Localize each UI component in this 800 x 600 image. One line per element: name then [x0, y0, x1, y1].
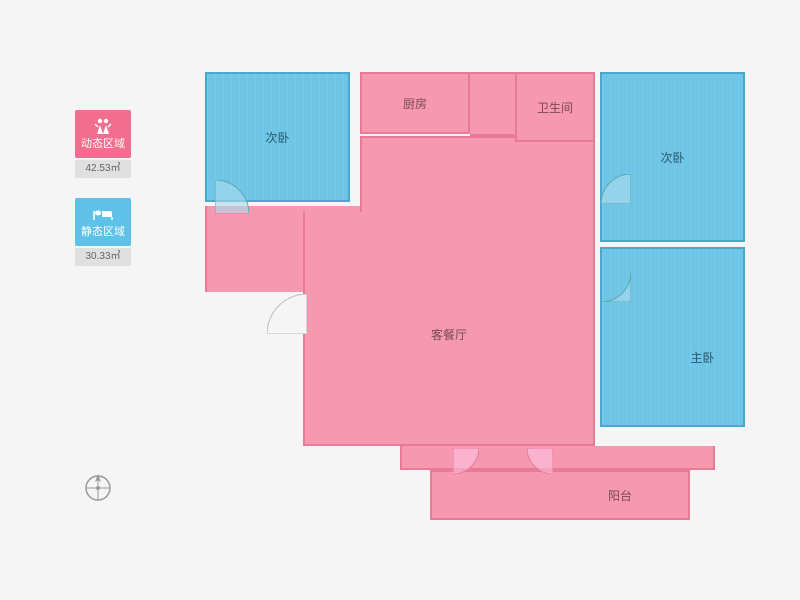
door-arc-master: [601, 272, 631, 302]
room-balcony: 阳台: [430, 470, 690, 520]
room-label-kitchen: 厨房: [403, 95, 427, 112]
floorplan: 客餐厅 厨房 卫生间 次卧 次卧 主卧 阳台: [205, 62, 745, 532]
door-arc-secbed1: [215, 180, 249, 214]
room-label-balcony: 阳台: [608, 487, 632, 504]
room-secondary-bed-2: 次卧: [600, 72, 745, 242]
people-icon: [93, 117, 113, 135]
legend-panel: 动态区域 42.53㎡ 静态区域 30.33㎡: [75, 110, 135, 286]
room-label-master: 主卧: [690, 349, 714, 366]
room-living-main: 客餐厅: [303, 212, 595, 446]
room-balcony-strip: [400, 446, 715, 470]
door-arc-entry: [267, 294, 307, 334]
door-arc-balcony1: [453, 448, 479, 474]
legend-static-box: 静态区域: [75, 198, 131, 246]
legend-dynamic-label: 动态区域: [81, 135, 125, 151]
room-label-secbed1: 次卧: [265, 129, 289, 146]
room-label-secbed2: 次卧: [660, 149, 684, 166]
room-kitchen: 厨房: [360, 72, 470, 134]
room-label-bathroom: 卫生间: [537, 99, 573, 116]
bed-icon: [92, 205, 114, 223]
legend-dynamic-box: 动态区域: [75, 110, 131, 158]
legend-dynamic: 动态区域 42.53㎡: [75, 110, 135, 178]
legend-static-label: 静态区域: [81, 223, 125, 239]
door-arc-balcony2: [527, 448, 553, 474]
door-arc-secbed2: [601, 174, 631, 204]
room-bathroom: 卫生间: [515, 72, 595, 142]
compass-icon: [80, 470, 116, 511]
legend-dynamic-value: 42.53㎡: [75, 160, 131, 178]
room-label-living: 客餐厅: [431, 326, 467, 343]
legend-static-value: 30.33㎡: [75, 248, 131, 266]
legend-static: 静态区域 30.33㎡: [75, 198, 135, 266]
room-hallway-seg: [470, 72, 515, 136]
room-living-top: [360, 136, 595, 218]
